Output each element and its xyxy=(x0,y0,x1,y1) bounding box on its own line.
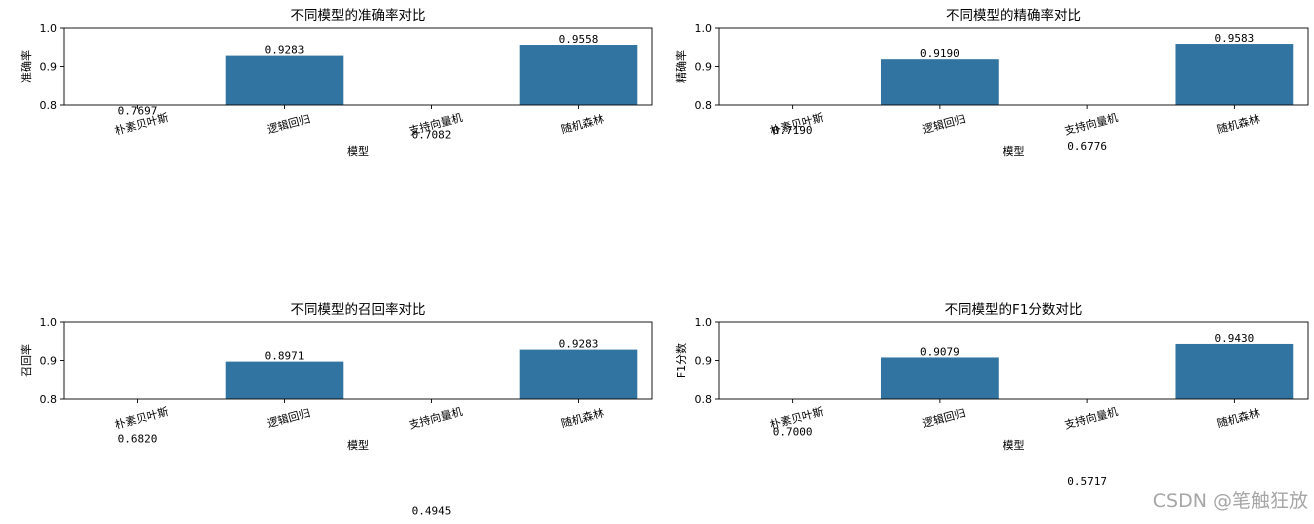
x-tick-label: 支持向量机 xyxy=(1063,110,1120,138)
y-tick-label: 0.8 xyxy=(695,393,713,406)
value-label: 0.4945 xyxy=(412,505,452,518)
x-axis-label: 模型 xyxy=(1003,144,1025,158)
value-label: 0.9079 xyxy=(920,345,960,358)
value-label: 0.9558 xyxy=(559,33,599,46)
bar xyxy=(880,59,999,105)
bar xyxy=(1175,343,1294,399)
value-label: 0.6776 xyxy=(1067,140,1107,153)
chart-title: 不同模型的F1分数对比 xyxy=(945,302,1083,318)
watermark: CSDN @笔触狂放 xyxy=(1153,490,1308,512)
y-axis-label: 准确率 xyxy=(19,50,33,83)
chart-title: 不同模型的准确率对比 xyxy=(291,7,426,24)
y-tick-label: 1.0 xyxy=(40,22,58,35)
x-tick-label: 随机森林 xyxy=(1215,406,1261,431)
bar xyxy=(225,55,344,105)
y-axis-label: F1分数 xyxy=(675,343,688,378)
value-label: 0.7697 xyxy=(118,105,158,118)
value-label: 0.7190 xyxy=(773,124,813,137)
bar xyxy=(519,349,638,399)
chart-title: 不同模型的召回率对比 xyxy=(291,301,426,318)
value-label: 0.9283 xyxy=(559,338,599,351)
y-tick-label: 1.0 xyxy=(695,316,713,329)
y-tick-label: 0.9 xyxy=(40,61,58,74)
x-tick-label: 逻辑回归 xyxy=(265,406,311,431)
y-tick-label: 0.9 xyxy=(40,355,58,368)
y-tick-label: 0.8 xyxy=(40,393,58,406)
x-tick-label: 随机森林 xyxy=(1215,112,1261,137)
y-tick-label: 0.8 xyxy=(695,99,713,112)
value-label: 0.9430 xyxy=(1215,332,1255,345)
bar xyxy=(519,45,638,105)
value-label: 0.9583 xyxy=(1215,32,1255,45)
chart-panel: 0.8 0.9 1.0 朴素贝叶斯 逻辑回归 支持向量机 随机森林 0.6820 0.8971 0… xyxy=(19,301,653,518)
x-tick-label: 随机森林 xyxy=(559,406,605,431)
value-label: 0.9190 xyxy=(920,47,960,60)
x-tick-label: 支持向量机 xyxy=(1063,404,1120,432)
x-tick-label: 支持向量机 xyxy=(407,404,464,432)
y-tick-label: 1.0 xyxy=(695,22,713,35)
x-tick-label: 逻辑回归 xyxy=(265,112,311,137)
value-label: 0.9283 xyxy=(265,44,305,57)
value-label: 0.7000 xyxy=(773,426,813,439)
x-tick-label: 逻辑回归 xyxy=(921,112,967,137)
value-label: 0.5717 xyxy=(1067,475,1107,488)
value-label: 0.8971 xyxy=(265,350,305,363)
x-axis-label: 模型 xyxy=(1003,438,1025,452)
y-tick-label: 0.9 xyxy=(695,355,713,368)
x-tick-label: 随机森林 xyxy=(559,112,605,137)
x-tick-label: 逻辑回归 xyxy=(921,406,967,431)
y-tick-label: 1.0 xyxy=(40,316,58,329)
bar xyxy=(880,357,999,399)
bar xyxy=(1175,44,1294,105)
y-tick-label: 0.8 xyxy=(40,99,58,112)
y-tick-label: 0.9 xyxy=(695,61,713,74)
value-label: 0.6820 xyxy=(118,432,158,445)
x-axis-label: 模型 xyxy=(347,438,369,452)
x-axis-label: 模型 xyxy=(347,144,369,158)
y-axis-label: 召回率 xyxy=(19,344,33,377)
x-tick-label: 朴素贝叶斯 xyxy=(113,404,170,432)
y-axis-label: 精确率 xyxy=(674,50,688,83)
bar xyxy=(225,361,344,399)
value-label: 0.7082 xyxy=(412,128,452,141)
chart-title: 不同模型的精确率对比 xyxy=(946,7,1081,24)
